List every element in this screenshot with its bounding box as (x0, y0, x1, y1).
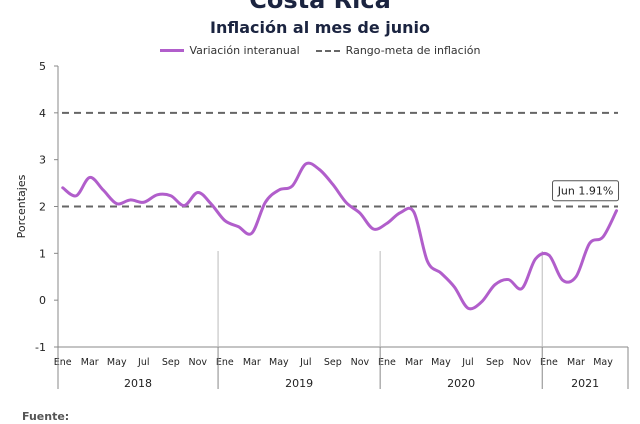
y-tick-label: 3 (39, 154, 46, 167)
x-month-label: Nov (351, 357, 370, 368)
x-year-label: 2019 (285, 377, 313, 390)
series-line-variacion-interanual (61, 161, 619, 311)
y-tick-label: 5 (39, 60, 46, 73)
legend-item-series: Variación interanual (159, 44, 300, 57)
x-year-label: 2018 (124, 377, 152, 390)
source-footer: Fuente: (22, 410, 70, 423)
x-month-label: Mar (81, 357, 99, 368)
x-month-label: Ene (216, 357, 234, 368)
x-month-label: Jul (299, 357, 311, 368)
annotation-label: Jun 1.91% (557, 185, 614, 198)
x-month-label: Jul (137, 357, 149, 368)
annotation-box (552, 180, 620, 202)
x-month-label: Mar (243, 357, 261, 368)
x-month-label: May (431, 357, 451, 368)
x-month-label: Sep (162, 357, 180, 368)
x-month-label: Ene (378, 357, 396, 368)
x-year-label: 2021 (571, 377, 599, 390)
x-month-label: May (107, 357, 127, 368)
x-month-label: Nov (513, 357, 532, 368)
y-tick-label: 1 (39, 247, 46, 260)
legend: Variación interanual Rango-meta de infla… (0, 44, 640, 57)
legend-solid-line-icon (159, 49, 184, 52)
x-month-label: Ene (540, 357, 558, 368)
x-month-label: May (593, 357, 613, 368)
chart-subtitle: Inflación al mes de junio (209, 18, 430, 37)
y-axis-label: Porcentajes (15, 174, 28, 238)
x-month-label: Jul (461, 357, 473, 368)
y-tick-label: 0 (39, 294, 46, 307)
chart-title: Costa Rica (249, 0, 391, 14)
legend-label-target: Rango-meta de inflación (345, 44, 481, 57)
y-tick-label: 2 (39, 201, 46, 214)
x-month-label: Mar (567, 357, 585, 368)
x-month-label: Sep (324, 357, 342, 368)
x-month-label: May (269, 357, 289, 368)
x-year-label: 2020 (447, 377, 475, 390)
y-tick-label: 4 (39, 107, 46, 120)
legend-dashed-line-icon (315, 49, 340, 52)
x-month-label: Ene (54, 357, 72, 368)
x-month-label: Sep (486, 357, 504, 368)
legend-item-target: Rango-meta de inflación (315, 44, 481, 57)
x-month-label: Nov (189, 357, 208, 368)
legend-label-series: Variación interanual (189, 44, 300, 57)
y-tick-label: -1 (35, 341, 46, 354)
x-month-label: Mar (405, 357, 423, 368)
